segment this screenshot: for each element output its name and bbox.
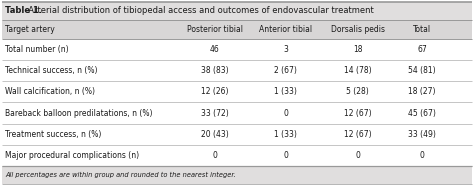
Text: 0: 0 [212, 151, 217, 160]
Text: Technical success, n (%): Technical success, n (%) [5, 66, 98, 75]
Bar [2, 60, 472, 81]
Text: Wall calcification, n (%): Wall calcification, n (%) [5, 87, 95, 96]
Bar [2, 39, 472, 60]
Bar [2, 102, 472, 124]
Text: 46: 46 [210, 45, 219, 54]
Text: 5 (28): 5 (28) [346, 87, 369, 96]
Text: Total: Total [413, 25, 431, 34]
Text: Posterior tibial: Posterior tibial [187, 25, 243, 34]
Text: Target artery: Target artery [5, 25, 55, 34]
Text: 0: 0 [419, 151, 424, 160]
Text: 0: 0 [283, 109, 288, 118]
Text: 1 (33): 1 (33) [274, 130, 297, 139]
Text: 12 (67): 12 (67) [344, 130, 372, 139]
Text: Treatment success, n (%): Treatment success, n (%) [5, 130, 101, 139]
Text: 0: 0 [356, 151, 360, 160]
Text: Table 1.: Table 1. [5, 7, 42, 15]
Text: 33 (49): 33 (49) [408, 130, 436, 139]
Bar [2, 2, 472, 20]
Text: 1 (33): 1 (33) [274, 87, 297, 96]
Text: All percentages are within group and rounded to the nearest integer.: All percentages are within group and rou… [5, 172, 236, 178]
Bar [2, 20, 472, 39]
Text: 54 (81): 54 (81) [408, 66, 436, 75]
Text: Total number (n): Total number (n) [5, 45, 69, 54]
Text: 12 (67): 12 (67) [344, 109, 372, 118]
Bar [2, 124, 472, 145]
Bar [2, 166, 472, 184]
Bar [2, 81, 472, 102]
Text: 18 (27): 18 (27) [408, 87, 436, 96]
Text: 0: 0 [283, 151, 288, 160]
Text: Major procedural complications (n): Major procedural complications (n) [5, 151, 139, 160]
Text: 2 (67): 2 (67) [274, 66, 297, 75]
Text: Bareback balloon predilatations, n (%): Bareback balloon predilatations, n (%) [5, 109, 153, 118]
Text: 18: 18 [353, 45, 363, 54]
Text: 67: 67 [417, 45, 427, 54]
Text: 38 (83): 38 (83) [201, 66, 228, 75]
Text: Arterial distribution of tibiopedal access and outcomes of endovascular treatmen: Arterial distribution of tibiopedal acce… [23, 7, 374, 15]
Text: 14 (78): 14 (78) [344, 66, 372, 75]
Text: Anterior tibial: Anterior tibial [259, 25, 312, 34]
Text: 20 (43): 20 (43) [201, 130, 228, 139]
Text: 3: 3 [283, 45, 288, 54]
Bar [2, 145, 472, 166]
Text: 45 (67): 45 (67) [408, 109, 436, 118]
Text: 12 (26): 12 (26) [201, 87, 228, 96]
Text: 33 (72): 33 (72) [201, 109, 228, 118]
Text: Dorsalis pedis: Dorsalis pedis [331, 25, 385, 34]
